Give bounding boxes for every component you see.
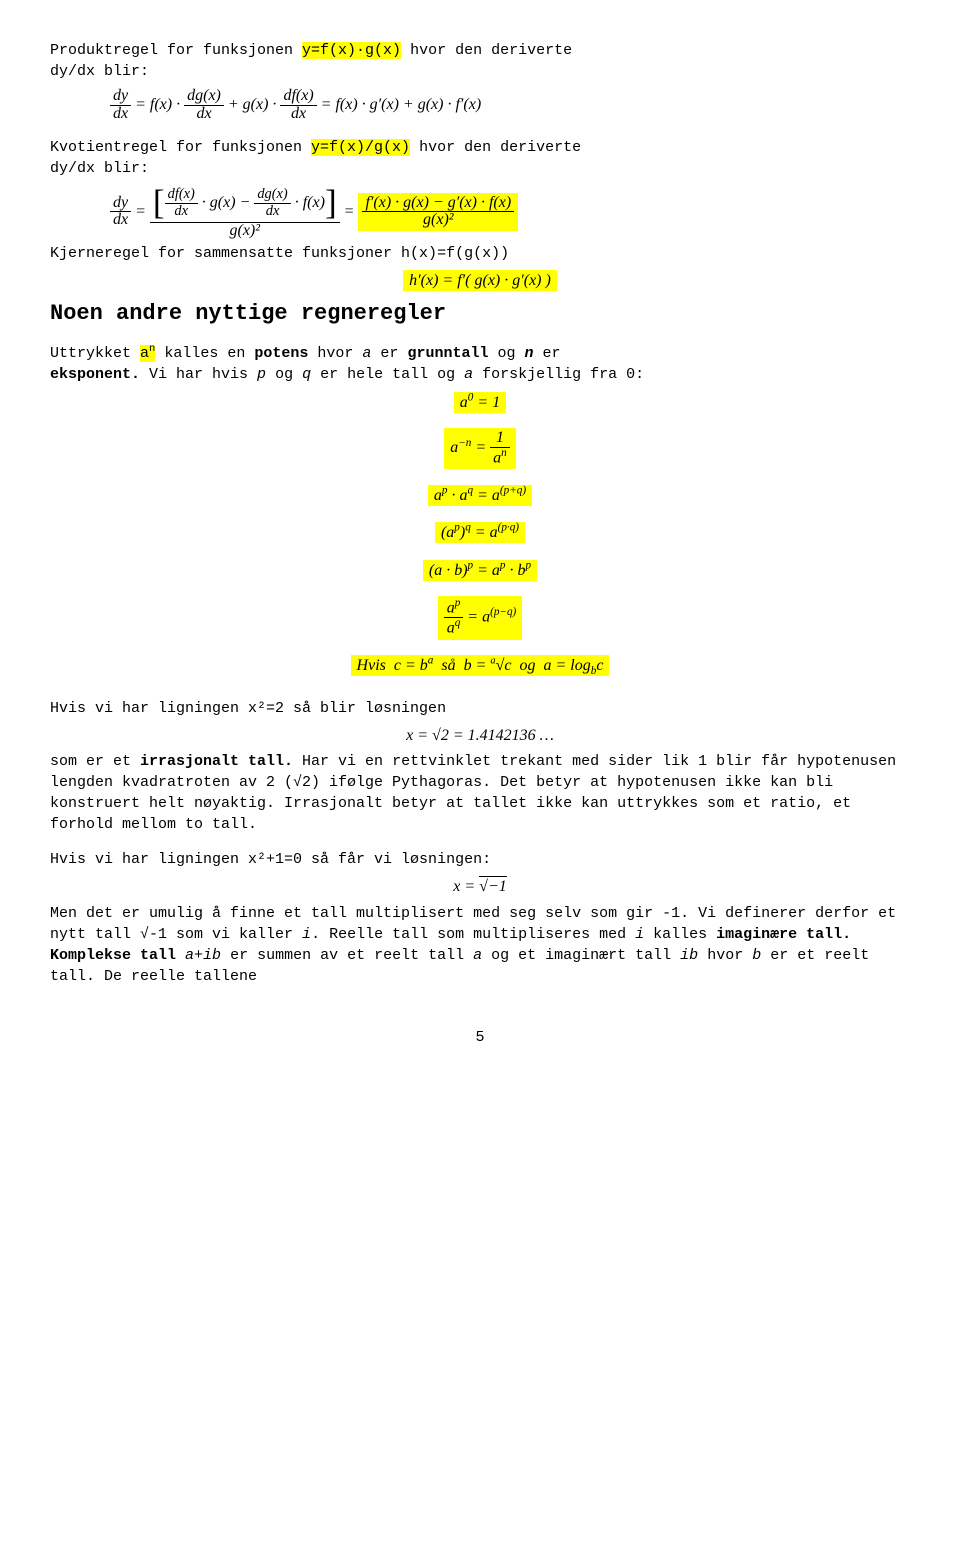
i: q	[302, 366, 311, 383]
i: ib	[680, 947, 698, 964]
t	[176, 947, 185, 964]
complex-para: Men det er umulig å finne et tall multip…	[50, 903, 910, 987]
sqrt2-eq: x = √2 = 1.4142136 …	[50, 725, 910, 747]
text: hvor den deriverte	[401, 42, 572, 59]
imaginary-intro: Hvis vi har ligningen x²+1=0 så får vi l…	[50, 849, 910, 870]
b: irrasjonalt tall.	[140, 753, 293, 770]
powers-intro: Uttrykket an kalles en potens hvor a er …	[50, 342, 910, 385]
t: Uttrykket	[50, 345, 140, 362]
identity-log: Hvis c = ba så b = a√c og a = logbc	[50, 654, 910, 680]
identity-product: ap · aq = a(p+q)	[50, 483, 910, 507]
t: er	[533, 345, 560, 362]
sqrt2-intro: Hvis vi har ligningen x²=2 så blir løsni…	[50, 698, 910, 719]
i: i	[302, 926, 311, 943]
t: . Reelle tall som multipliseres med	[311, 926, 635, 943]
t: som er et	[50, 753, 140, 770]
b: Komplekse tall	[50, 947, 176, 964]
text: dy/dx blir:	[50, 160, 149, 177]
t: er summen av et reelt tall	[221, 947, 473, 964]
page-number: 5	[50, 1027, 910, 1048]
b: potens	[254, 345, 308, 362]
t: hvor	[698, 947, 752, 964]
b: grunntall	[407, 345, 488, 362]
t: og	[488, 345, 524, 362]
identity-power-power: (ap)q = a(p·q)	[50, 521, 910, 545]
identity-a0: a0 = 1	[50, 391, 910, 415]
hl: an	[140, 345, 155, 362]
section-heading: Noen andre nyttige regneregler	[50, 299, 910, 330]
t: kalles en	[155, 345, 254, 362]
chain-rule-eq: h′(x) = f′( g(x) · g′(x) )	[50, 270, 910, 292]
chain-rule-intro: Kjerneregel for sammensatte funksjoner h…	[50, 243, 910, 264]
quotient-rule-eq: dydx = [df(x)dx · g(x) − dg(x)dx · f(x)]…	[50, 185, 910, 240]
text: dy/dx blir:	[50, 63, 149, 80]
b: eksponent.	[50, 366, 140, 383]
product-rule-eq: dydx = f(x) · dg(x)dx + g(x) · df(x)dx =…	[50, 88, 910, 123]
t: Vi har hvis	[140, 366, 257, 383]
hl: y=f(x)/g(x)	[311, 139, 410, 156]
identity-quotient: apaq = a(p−q)	[50, 596, 910, 639]
sqrt-neg1-eq: x = √−1	[50, 876, 910, 898]
i: p	[257, 366, 266, 383]
identity-neg-exp: a−n = 1an	[50, 428, 910, 469]
text: Produktregel for funksjonen	[50, 42, 302, 59]
i: a	[473, 947, 482, 964]
product-rule-intro: Produktregel for funksjonen y=f(x)·g(x) …	[50, 40, 910, 82]
t: forskjellig fra 0:	[473, 366, 644, 383]
t: kalles	[644, 926, 716, 943]
i: b	[752, 947, 761, 964]
i: i	[635, 926, 644, 943]
i: a	[464, 366, 473, 383]
b: imaginære tall.	[716, 926, 851, 943]
hl: y=f(x)·g(x)	[302, 42, 401, 59]
i: a+ib	[185, 947, 221, 964]
t: og et imaginært tall	[482, 947, 680, 964]
irrational-para: som er et irrasjonalt tall. Har vi en re…	[50, 751, 910, 835]
t: er	[371, 345, 407, 362]
quotient-rule-intro: Kvotientregel for funksjonen y=f(x)/g(x)…	[50, 137, 910, 179]
t: og	[266, 366, 302, 383]
t: hvor	[308, 345, 362, 362]
text: Kvotientregel for funksjonen	[50, 139, 311, 156]
text: hvor den deriverte	[410, 139, 581, 156]
t: er hele tall og	[311, 366, 464, 383]
identity-ab-power: (a · b)p = ap · bp	[50, 559, 910, 583]
